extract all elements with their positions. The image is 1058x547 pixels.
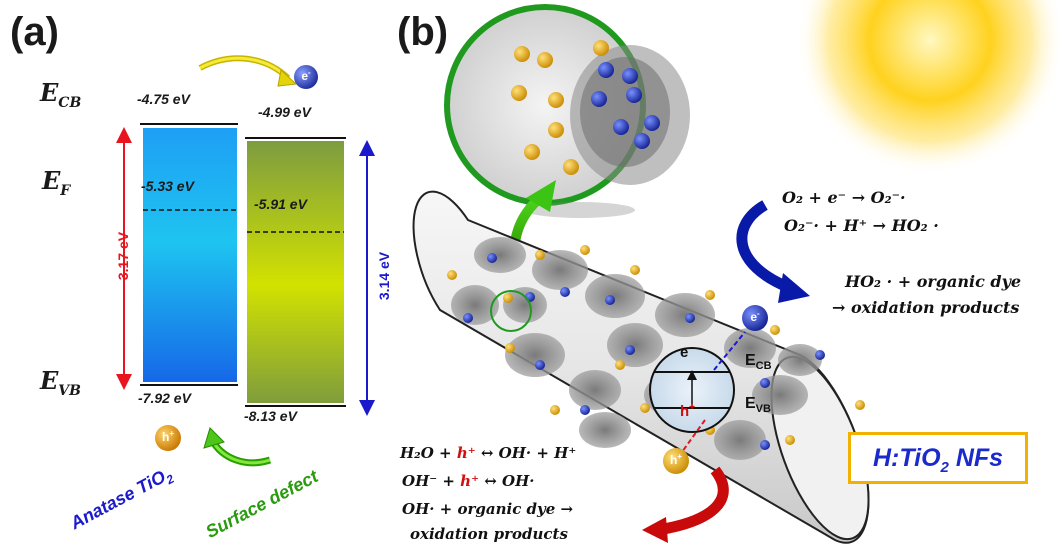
eq-oxidation-1: H₂O + h⁺ ↔ OH· + H⁺: [400, 444, 577, 462]
defect-cb-value: -4.99 eV: [258, 104, 311, 120]
anatase-vb-value: -7.92 eV: [138, 390, 191, 406]
eq-oxidation-3: OH· + organic dye →: [402, 500, 574, 518]
material-badge: H:TiO2 NFs: [848, 432, 1028, 484]
hole-sphere-b: [663, 448, 689, 474]
ecb-label: ECB: [40, 78, 82, 111]
zoom-blue-particles: [591, 62, 660, 149]
tube-blue-particles: [463, 253, 825, 450]
hole-path: [681, 419, 706, 453]
panel-a-label: (a): [10, 10, 59, 54]
electron-sphere: [294, 65, 318, 89]
inset-evb-label: EVB: [745, 395, 771, 416]
electron-symbol-b: e-: [750, 309, 760, 324]
electron-path: [713, 331, 746, 371]
oxidation-arrow: [657, 466, 729, 536]
defect-band-block: [247, 141, 344, 403]
inset-ecb-label: ECB: [745, 352, 772, 373]
electron-sphere-b: [742, 305, 768, 331]
inset-electron-label: e-: [680, 343, 692, 361]
panel-b-label: (b): [397, 10, 449, 54]
anatase-ef-value: -5.33 eV: [141, 178, 194, 194]
hole-sphere: [155, 425, 181, 451]
eq-oxidation-4: oxidation products: [410, 525, 568, 543]
hole-symbol-b: h+: [669, 452, 682, 467]
band-diagram: [116, 55, 375, 467]
oxide-domains: [451, 237, 822, 460]
anatase-band-block: [143, 128, 237, 382]
hole-symbol-a: h+: [161, 429, 174, 444]
electron-symbol-a: e-: [301, 68, 311, 83]
defect-ef-value: -5.91 eV: [254, 196, 307, 212]
zoom-source-circle: [490, 290, 532, 332]
eq-reduction-4: → oxidation products: [832, 298, 1020, 317]
ef-label: EF: [42, 166, 71, 199]
defect-vb-value: -8.13 eV: [244, 408, 297, 424]
zoom-gold-particles: [511, 40, 609, 175]
evb-label: EVB: [40, 366, 81, 399]
anatase-gap-value: 3.17 eV: [115, 231, 131, 281]
inset-hole-label: h+: [680, 402, 696, 420]
eq-oxidation-2: OH⁻ + h⁺ ↔ OH·: [402, 472, 535, 490]
anatase-cb-value: -4.75 eV: [137, 91, 190, 107]
eq-reduction-3: HO₂ · + organic dye: [845, 272, 1022, 291]
reduction-arrow: [736, 200, 793, 294]
tube-gold-particles: [447, 245, 865, 445]
eq-reduction-1: O₂ + e⁻ → O₂⁻·: [782, 188, 906, 207]
nanofiber-illustration: [412, 0, 1058, 544]
eq-reduction-2: O₂⁻· + H⁺ → HO₂ ·: [784, 216, 939, 235]
sun: [795, 0, 1058, 175]
